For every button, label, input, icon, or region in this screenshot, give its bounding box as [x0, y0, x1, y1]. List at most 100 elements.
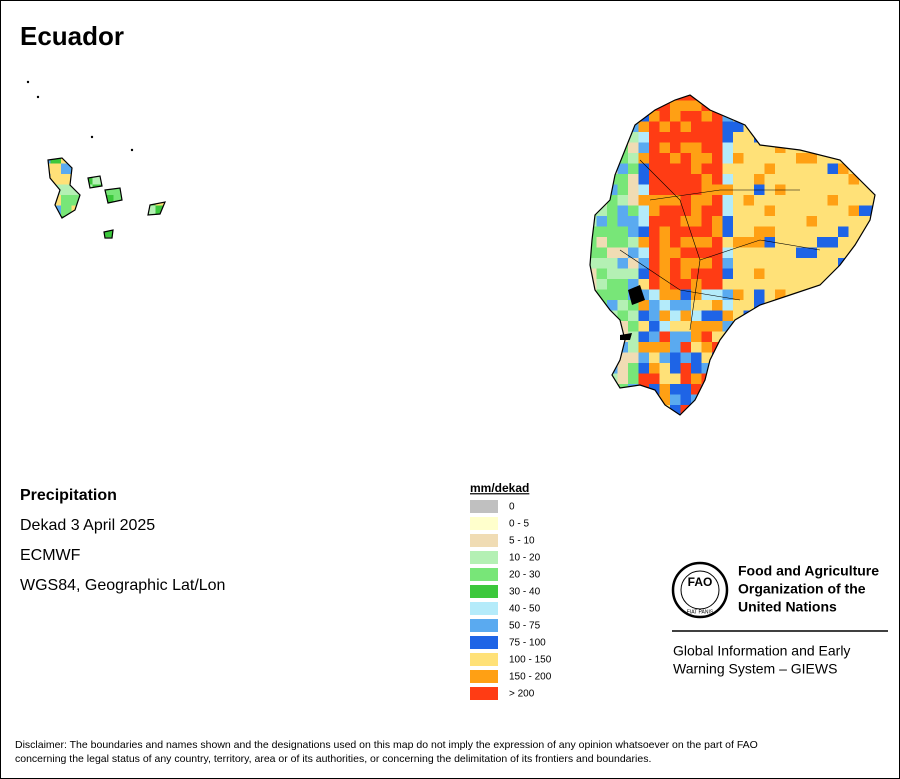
rain-cell	[848, 184, 860, 196]
rain-cell	[712, 300, 723, 311]
rain-cell	[722, 153, 734, 164]
rain-cell	[670, 195, 681, 206]
rain-cell	[596, 258, 608, 269]
rain-cell	[743, 247, 755, 259]
rain-cell	[817, 163, 828, 175]
rain-cell	[806, 279, 818, 290]
rain-cell	[670, 384, 681, 395]
rain-cell	[701, 331, 713, 343]
rain-cell	[659, 331, 671, 343]
rain-cell	[806, 184, 818, 196]
country-outline	[589, 94, 876, 416]
rain-cell	[691, 153, 702, 164]
rain-cell	[670, 153, 681, 164]
rain-cell	[680, 384, 692, 395]
rain-cell	[785, 195, 797, 206]
rain-cell	[607, 268, 618, 280]
rain-cell	[638, 174, 650, 185]
rain-cell	[848, 174, 860, 185]
rain-cell	[649, 289, 660, 301]
rain-cell	[680, 205, 692, 217]
legend-swatch	[470, 619, 498, 632]
rain-cell	[806, 195, 818, 206]
rain-cell	[659, 394, 671, 406]
rain-cell	[859, 195, 870, 206]
rain-cell	[722, 279, 734, 290]
rain-cell	[775, 279, 786, 290]
rain-cell	[827, 195, 839, 206]
rain-cell	[670, 331, 681, 343]
rain-cell	[796, 279, 807, 290]
rain-cell	[659, 205, 671, 217]
rain-cell	[670, 342, 681, 353]
rain-cell	[764, 163, 776, 175]
rain-cell	[617, 352, 629, 364]
rain-cell	[775, 205, 786, 217]
rain-cell	[680, 373, 692, 385]
legend-swatch	[470, 568, 498, 581]
rain-cell	[680, 216, 692, 227]
rain-cell	[670, 132, 681, 143]
rain-cell	[754, 142, 765, 154]
rain-cell	[785, 216, 797, 227]
rain-cell	[722, 268, 734, 280]
rain-cell	[817, 184, 828, 196]
rain-cell	[712, 184, 723, 196]
rain-cell	[722, 142, 734, 154]
rain-cell	[50, 163, 62, 175]
rain-cell	[785, 247, 797, 259]
rain-cell	[785, 163, 797, 175]
rain-cell	[61, 205, 72, 217]
rain-cell	[659, 111, 671, 122]
rain-cell	[701, 163, 713, 175]
rain-cell	[785, 258, 797, 269]
rain-cell	[659, 384, 671, 395]
rain-cell	[638, 121, 650, 133]
rain-cell	[659, 258, 671, 269]
rain-cell	[680, 279, 692, 290]
rain-cell	[743, 258, 755, 269]
rain-cell	[743, 174, 755, 185]
rain-cell	[628, 153, 639, 164]
rain-cell	[638, 226, 650, 238]
rain-cell	[628, 352, 639, 364]
rain-cell	[596, 237, 608, 248]
rain-cell	[712, 142, 723, 154]
rain-cell	[701, 132, 713, 143]
rain-cell	[691, 342, 702, 353]
legend-label: 100 - 150	[509, 655, 552, 666]
rain-cell	[649, 331, 660, 343]
rain-cell	[659, 184, 671, 196]
rain-cell	[691, 268, 702, 280]
rain-cell	[743, 289, 755, 301]
system-name: Global Information and Early	[673, 643, 850, 659]
rain-cell	[796, 237, 807, 248]
rain-cell	[733, 237, 744, 248]
rain-cell	[617, 195, 629, 206]
rain-cell	[628, 205, 639, 217]
rain-cell	[649, 363, 660, 374]
rain-cell	[691, 121, 702, 133]
islet	[90, 135, 94, 139]
rain-cell	[607, 226, 618, 238]
rain-cell	[649, 142, 660, 154]
rain-cell	[691, 237, 702, 248]
rain-cell	[649, 132, 660, 143]
rain-cell	[785, 205, 797, 217]
rain-cell	[691, 174, 702, 185]
rain-cell	[670, 247, 681, 259]
rain-cell	[670, 111, 681, 122]
rain-cell	[806, 237, 818, 248]
rain-cell	[827, 205, 839, 217]
rain-cell	[722, 121, 734, 133]
info-line: Dekad 3 April 2025	[20, 517, 155, 534]
rain-cell	[638, 237, 650, 248]
rain-cell	[617, 153, 629, 164]
rain-cell	[817, 258, 828, 269]
rain-cell	[796, 226, 807, 238]
rain-cell	[670, 174, 681, 185]
rain-cell	[701, 321, 713, 332]
rain-cell	[722, 132, 734, 143]
rain-cell	[733, 300, 744, 311]
